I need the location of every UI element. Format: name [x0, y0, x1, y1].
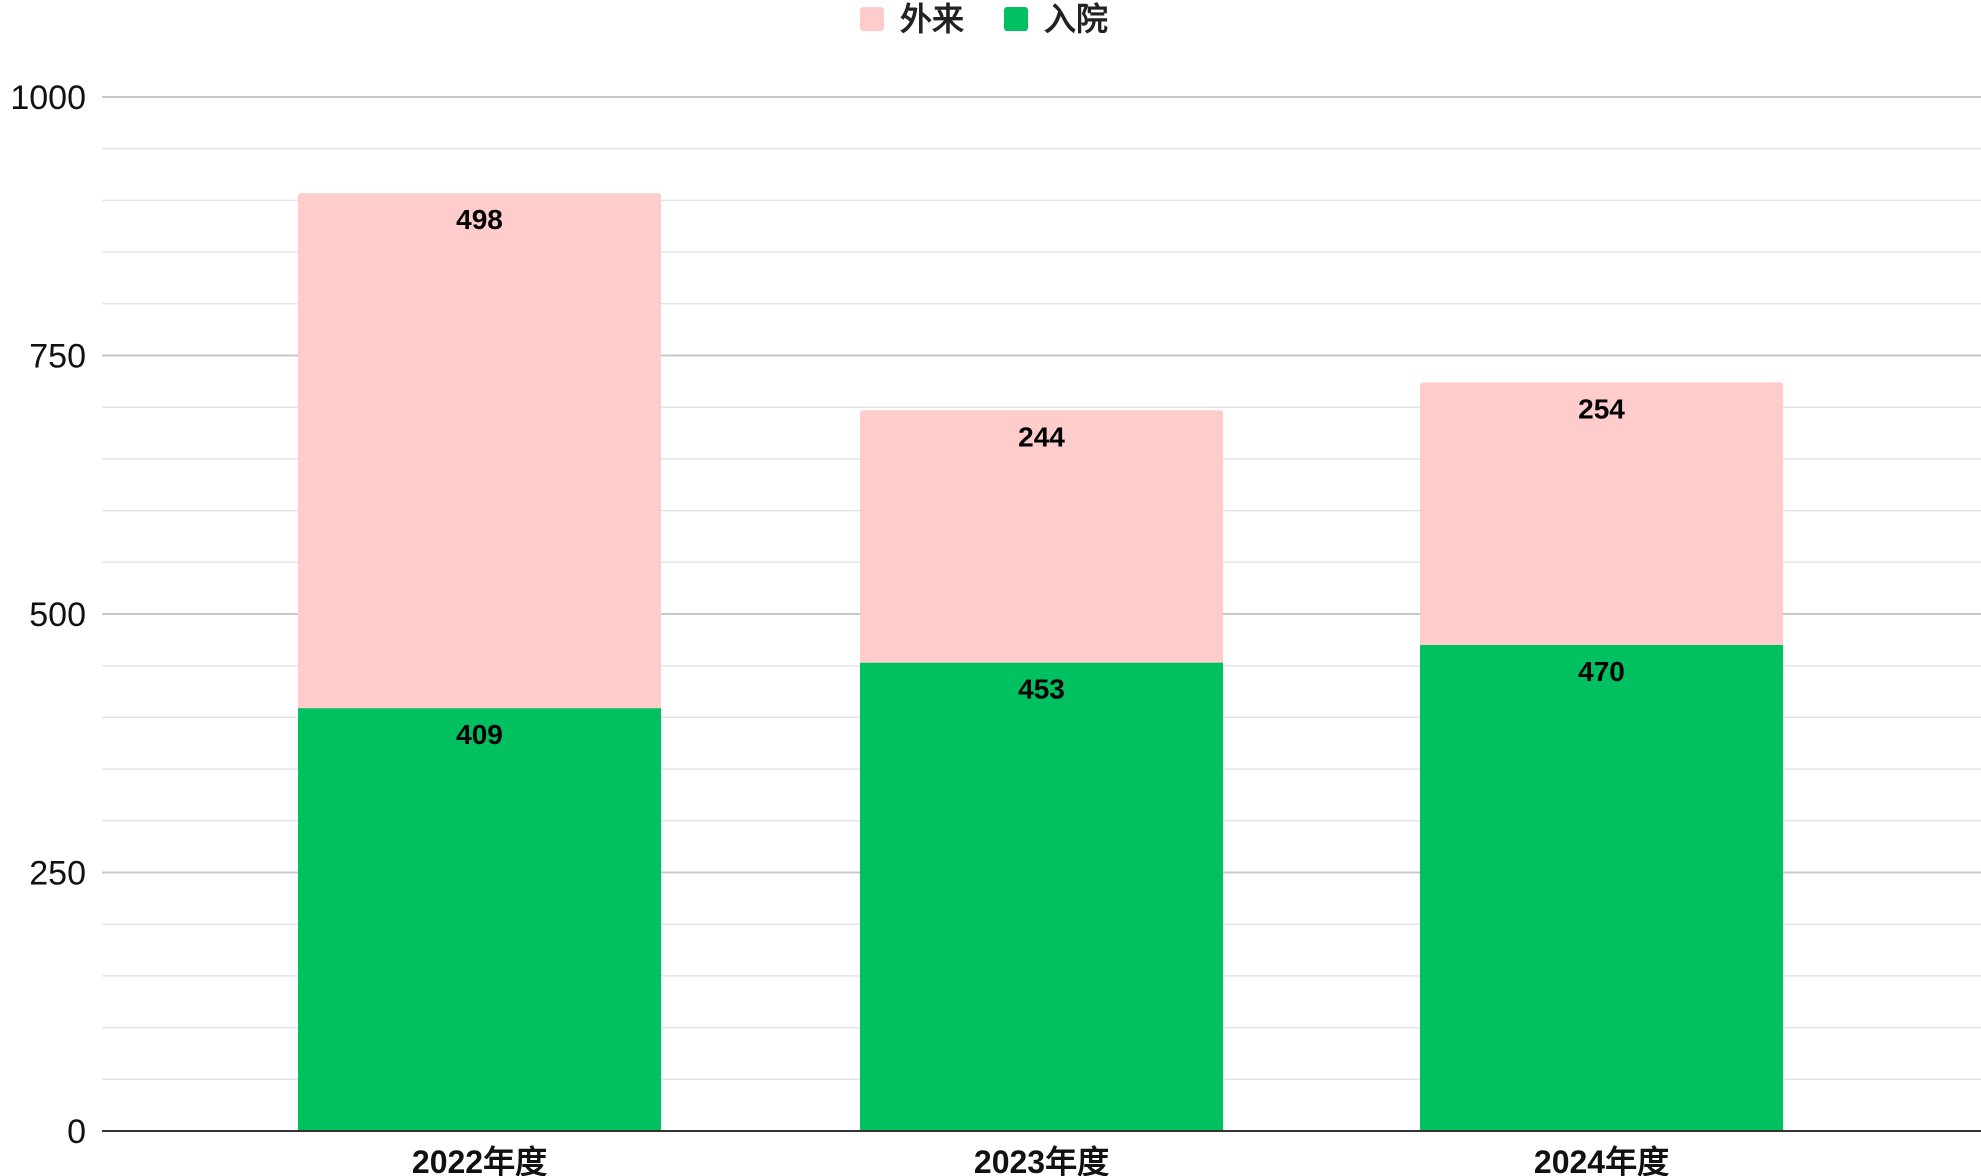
bars [298, 193, 1783, 1131]
y-tick-label: 0 [67, 1113, 86, 1151]
data-label: 453 [1018, 674, 1065, 705]
legend: 外来 入院 [860, 1, 1108, 37]
data-label: 470 [1578, 656, 1625, 687]
x-axis: 2022年度 2023年度 2024年度 [102, 1130, 1981, 1176]
y-tick-label: 1000 [10, 79, 86, 117]
bar-segment-outpatient-1 [298, 193, 661, 709]
legend-label: 入院 [1044, 1, 1108, 37]
x-tick-label: 2022年度 [412, 1144, 547, 1176]
y-tick-label: 250 [29, 855, 86, 893]
data-label: 409 [456, 719, 503, 750]
y-axis: 0 250 500 750 1000 [10, 79, 86, 1151]
bar-segment-outpatient-3 [1420, 382, 1783, 646]
x-tick-label: 2024年度 [1534, 1144, 1669, 1176]
data-label: 498 [456, 204, 503, 235]
data-label: 254 [1578, 393, 1625, 424]
y-tick-label: 500 [29, 596, 86, 634]
legend-swatch [860, 7, 884, 31]
bar-segment-inpatient-3 [1420, 645, 1783, 1131]
x-tick-label: 2023年度 [974, 1144, 1109, 1176]
y-tick-label: 750 [29, 338, 86, 376]
data-labels: 409 498 453 244 470 254 [456, 204, 1625, 750]
bar-segment-inpatient-2 [860, 662, 1223, 1131]
legend-label: 外来 [900, 1, 964, 37]
data-label: 244 [1018, 421, 1065, 452]
bar-segment-inpatient-1 [298, 708, 661, 1131]
legend-swatch [1004, 7, 1028, 31]
bar-segment-outpatient-2 [860, 410, 1223, 663]
